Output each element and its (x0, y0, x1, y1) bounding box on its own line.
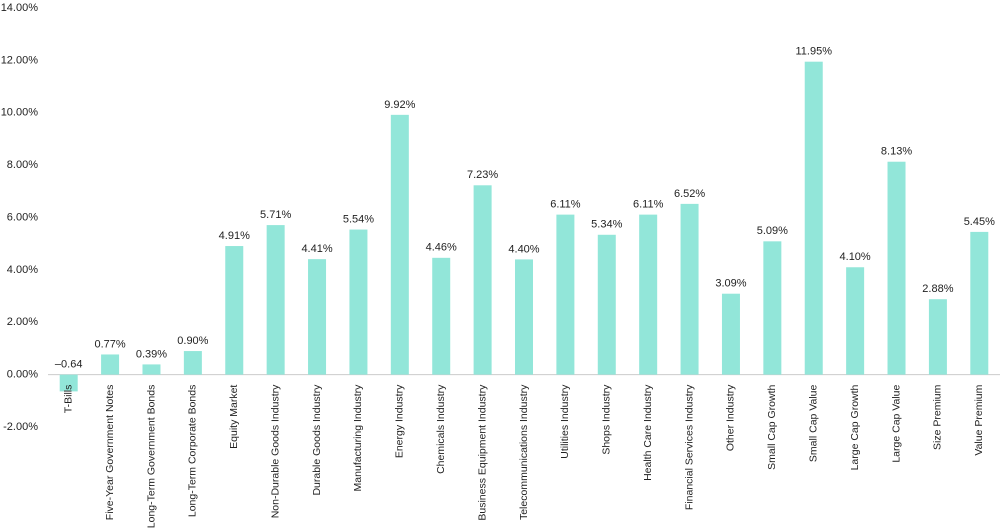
bar (225, 246, 244, 375)
x-tick-label: T-Bills (62, 385, 74, 414)
x-tick-label: Large Cap Value (890, 384, 902, 462)
bar (101, 354, 120, 375)
bar (473, 185, 492, 375)
bar (804, 61, 823, 375)
value-label: 6.52% (674, 188, 705, 200)
y-tick-label: 10.00% (1, 107, 39, 119)
y-tick-label: 2.00% (7, 316, 38, 328)
bar (928, 299, 947, 375)
bar (515, 259, 533, 375)
value-label: –0.64 (55, 359, 83, 371)
x-tick-label: Long-Term Government Bonds (145, 385, 157, 528)
x-tick-label: Financial Services Industry (683, 384, 695, 510)
value-label: 9.92% (384, 99, 415, 111)
y-tick-label: 0.00% (7, 369, 38, 381)
bar (432, 257, 451, 375)
bar (349, 229, 368, 375)
x-tick-label: Shops Industry (601, 384, 613, 455)
x-tick-label: Equity Market (228, 385, 240, 449)
y-tick-label: 14.00% (1, 2, 39, 14)
bar (970, 231, 989, 375)
bar (680, 203, 699, 375)
x-tick-label: Value Premium (973, 384, 985, 455)
bar (142, 364, 161, 375)
value-label: 0.77% (94, 338, 125, 350)
x-tick-label: Small Cap Value (808, 384, 820, 462)
value-label: 5.54% (343, 213, 374, 225)
x-tick-label: Size Premium (932, 384, 944, 450)
bar (266, 225, 285, 375)
value-label: 3.09% (715, 278, 746, 290)
bar (59, 374, 78, 392)
bar (721, 293, 740, 375)
x-tick-label: Utilities Industry (559, 384, 571, 459)
x-tick-label: Durable Goods Industry (311, 384, 323, 496)
value-label: 4.10% (840, 251, 871, 263)
value-label: 0.39% (136, 348, 167, 360)
bar (763, 241, 782, 375)
bar (846, 267, 865, 375)
x-tick-label: Health Care Industry (642, 384, 654, 481)
x-tick-label: Five-Year Government Notes (104, 385, 116, 521)
value-label: 5.71% (260, 209, 291, 221)
bar (183, 351, 202, 375)
y-tick-label: 4.00% (7, 264, 38, 276)
value-label: 4.40% (508, 243, 539, 255)
value-label: 6.11% (550, 199, 581, 211)
value-label: 4.46% (426, 242, 457, 254)
y-tick-label: 12.00% (1, 54, 39, 66)
bar (639, 214, 658, 375)
x-tick-label: Telecommunications Industry (518, 384, 530, 520)
value-label: 4.91% (219, 230, 250, 242)
value-label: 11.95% (795, 46, 832, 58)
bar (597, 234, 616, 375)
value-label: 8.13% (881, 146, 912, 158)
x-tick-label: Business Equipment Industry (476, 384, 488, 521)
x-tick-label: Manufacturing Industry (352, 384, 364, 492)
value-label: 5.09% (757, 225, 788, 237)
value-label: 2.88% (922, 283, 953, 295)
y-tick-label: 6.00% (7, 211, 38, 223)
x-tick-label: Long-Term Corporate Bonds (187, 385, 199, 518)
x-tick-label: Large Cap Growth (849, 384, 861, 470)
x-tick-label: Chemicals Industry (435, 384, 447, 474)
y-tick-label: 8.00% (7, 159, 38, 171)
value-label: 4.41% (301, 243, 332, 255)
bar (556, 214, 575, 375)
x-tick-label: Small Cap Growth (766, 384, 778, 469)
y-tick-label: -2.00% (3, 421, 38, 433)
value-label: 0.90% (177, 335, 208, 347)
value-label: 5.34% (591, 219, 622, 231)
bar (308, 259, 327, 375)
x-tick-label: Non-Durable Goods Industry (269, 384, 281, 518)
value-label: 5.45% (964, 216, 995, 228)
value-label: 6.11% (633, 199, 664, 211)
bar (887, 161, 906, 375)
bar (390, 114, 409, 375)
value-label: 7.23% (467, 169, 498, 181)
x-tick-label: Other Industry (725, 384, 737, 451)
x-tick-label: Energy Industry (394, 384, 406, 458)
